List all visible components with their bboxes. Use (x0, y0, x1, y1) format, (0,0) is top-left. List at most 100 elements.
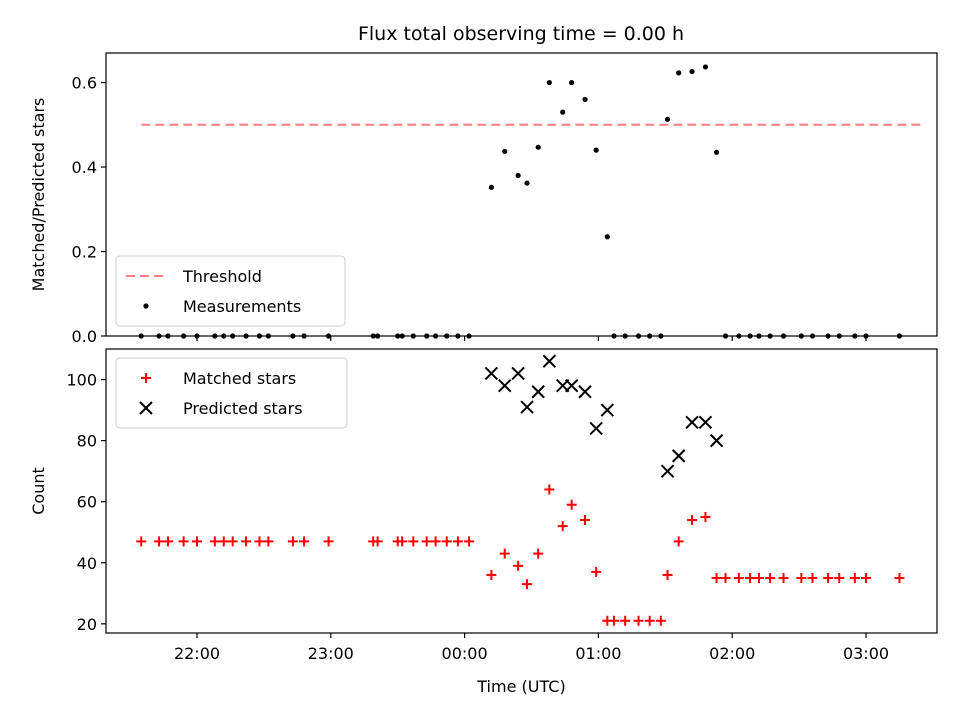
measurement-point (676, 70, 682, 76)
measurement-point (593, 147, 599, 153)
predicted-star-marker (671, 449, 686, 463)
measurement-point (560, 109, 566, 115)
measurement-point (604, 234, 610, 240)
measurement-point (836, 333, 842, 339)
bottom-x-ticks: 22:00 23:00 00:00 01:00 02:00 03:00 (174, 633, 889, 663)
measurement-point (455, 333, 461, 339)
measurement-point (370, 333, 376, 339)
matched-star-marker (430, 536, 441, 547)
top-y-axis-label: Matched/Predicted stars (29, 98, 48, 292)
matched-star-marker (733, 573, 744, 584)
measurement-point (399, 333, 405, 339)
matched-star-marker (499, 548, 510, 559)
x-axis-label: Time (UTC) (476, 677, 565, 696)
measurement-point (524, 180, 530, 186)
measurement-point (243, 333, 249, 339)
measurement-point (290, 333, 296, 339)
legend-swatch-predicted (139, 401, 153, 415)
matched-star-marker (287, 536, 298, 547)
measurement-point (825, 333, 831, 339)
measurement-point (230, 333, 236, 339)
measurement-point (301, 333, 307, 339)
matched-star-marker (620, 615, 631, 626)
matched-star-marker (464, 536, 475, 547)
top-y-ticks: 0.0 0.2 0.4 0.6 (72, 74, 106, 346)
measurement-point (194, 333, 200, 339)
bottom-panel-frame (105, 348, 938, 634)
measurement-point (780, 333, 787, 339)
measurement-point (535, 144, 541, 150)
legend-swatch-measurements (143, 303, 149, 309)
predicted-star-marker (531, 385, 545, 399)
measurement-point (767, 333, 773, 339)
measurement-point (165, 333, 171, 339)
matched-star-marker (421, 536, 432, 547)
measurement-point (424, 333, 430, 339)
chart-title: Flux total observing time = 0.00 h (358, 23, 684, 45)
matched-star-marker (655, 615, 666, 626)
measurement-point (488, 184, 494, 190)
y-tick-label: 0.4 (72, 158, 97, 177)
matched-star-marker (834, 573, 845, 584)
matched-star-marker (452, 536, 463, 547)
measurement-point (546, 79, 552, 86)
matched-star-marker (849, 573, 860, 584)
matched-star-marker (807, 573, 818, 584)
matched-star-marker (533, 548, 544, 559)
matched-star-marker (441, 536, 452, 547)
legend-label: Predicted stars (183, 399, 303, 418)
y-tick-label: 100 (66, 371, 97, 390)
matched-star-marker (372, 536, 383, 547)
legend-label: Threshold (182, 267, 262, 286)
measurement-point (395, 333, 401, 339)
measurement-point (747, 333, 753, 339)
x-tick-label: 00:00 (442, 644, 488, 663)
matched-star-marker (644, 615, 655, 626)
matched-star-marker (178, 536, 189, 547)
measurement-point (611, 333, 617, 339)
matched-star-marker (544, 484, 555, 495)
predicted-star-marker (564, 378, 579, 393)
bottom-y-axis-label: Count (29, 467, 48, 515)
matched-star-marker (557, 521, 568, 532)
predicted-star-marker (660, 464, 675, 478)
top-x-ticks (196, 336, 867, 341)
legend-label: Matched stars (183, 369, 296, 388)
measurement-point (702, 64, 709, 70)
y-tick-label: 0.2 (72, 243, 97, 262)
x-tick-label: 03:00 (843, 644, 889, 663)
matched-star-marker (486, 569, 497, 580)
bottom-legend: Matched stars Predicted stars (115, 357, 348, 429)
measurement-point (582, 96, 588, 103)
matched-star-marker (218, 536, 229, 547)
matched-star-marker (513, 560, 524, 571)
predicted-star-marker (685, 415, 699, 429)
predicted-star-marker (589, 421, 603, 436)
measurement-point (181, 333, 187, 339)
top-marks (138, 64, 922, 339)
matched-star-marker (894, 573, 905, 584)
measurement-point (622, 333, 628, 339)
measurement-point (212, 333, 218, 339)
measurement-point (221, 333, 227, 339)
measurement-point (689, 68, 695, 75)
legend-box (115, 255, 346, 327)
y-tick-label: 20 (77, 615, 97, 634)
predicted-star-marker (698, 415, 713, 429)
matched-star-marker (154, 536, 165, 547)
matched-star-marker (254, 536, 265, 547)
measurement-point (515, 172, 521, 179)
measurement-point (863, 333, 869, 339)
x-tick-label: 23:00 (308, 644, 354, 663)
measurement-point (502, 148, 508, 155)
predicted-star-marker (600, 403, 615, 417)
top-panel-frame (105, 52, 938, 337)
measurement-point (444, 333, 450, 339)
matched-star-marker (580, 515, 591, 526)
measurement-point (410, 333, 416, 339)
bottom-panel: 20 40 60 80 100 22:00 23:00 00:00 01:00 02:00 03:… (29, 348, 938, 696)
x-tick-label: 02:00 (709, 644, 755, 663)
measurement-point (798, 333, 804, 339)
measurement-point (722, 333, 729, 339)
measurement-point (756, 333, 762, 339)
